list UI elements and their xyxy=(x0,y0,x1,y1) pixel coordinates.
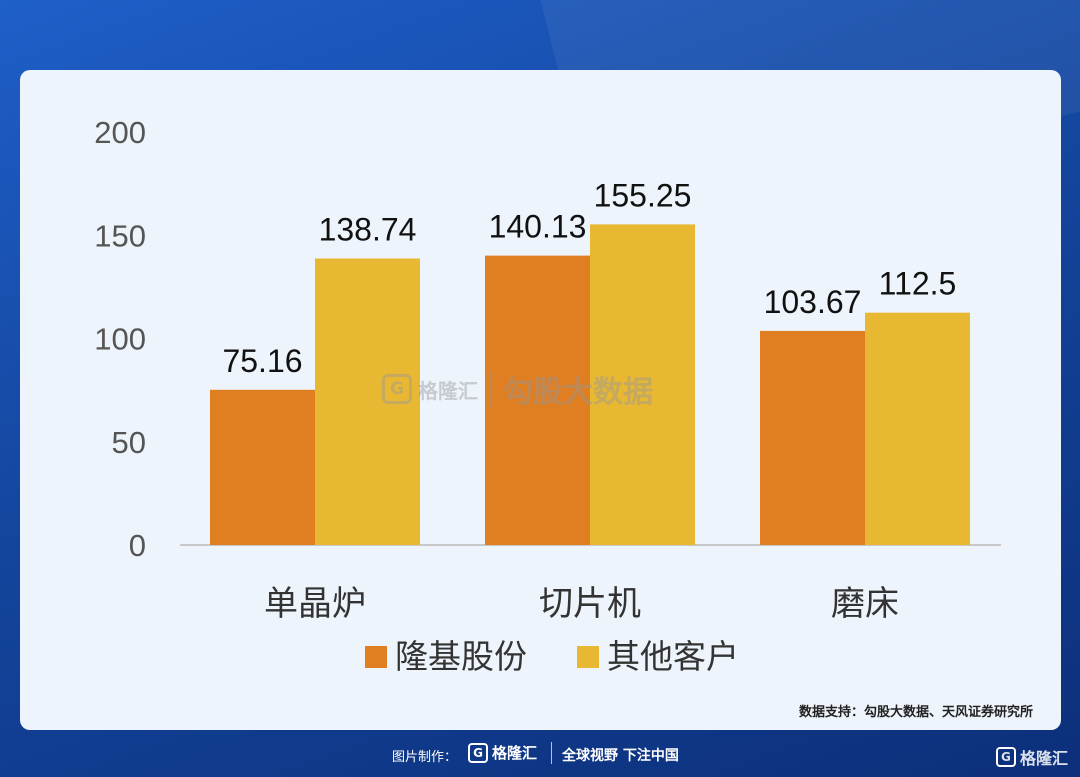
gelonghui-logo-icon: G xyxy=(468,742,488,763)
data-label: 75.16 xyxy=(222,343,302,379)
source-note: 数据支持：勾股大数据、天风证券研究所 xyxy=(798,705,1033,720)
bar-others-2 xyxy=(865,312,970,545)
y-tick-label: 0 xyxy=(129,528,146,563)
bar-longi-0 xyxy=(210,389,315,545)
bar-chart: 0 50 100 150 200 75.16 140.13 103.67 138.74 155.2… xyxy=(94,115,1001,676)
data-label: 155.25 xyxy=(594,177,692,213)
footer-logo[interactable]: G 格隆汇 xyxy=(468,742,537,763)
x-category-label: 切片机 xyxy=(539,584,641,624)
y-tick-label: 150 xyxy=(94,218,146,253)
corner-logo-text: 格隆汇 xyxy=(1019,749,1068,768)
bar-longi-1 xyxy=(485,255,590,546)
data-label: 140.13 xyxy=(489,209,587,245)
bar-others-1 xyxy=(590,224,695,545)
legend-swatch-1 xyxy=(577,646,599,668)
data-label: 138.74 xyxy=(319,212,417,248)
footer-divider xyxy=(551,742,552,764)
legend-label: 其他客户 xyxy=(607,637,739,676)
footer-logo-text: 格隆汇 xyxy=(492,744,538,762)
y-tick-label: 200 xyxy=(94,115,146,150)
data-label: 103.67 xyxy=(764,284,862,320)
x-category-label: 磨床 xyxy=(831,584,899,624)
legend-swatch-0 xyxy=(365,646,387,668)
footer-slogan: 全球视野 下注中国 xyxy=(562,748,679,764)
corner-logo-icon: G xyxy=(995,747,1016,767)
bar-others-0 xyxy=(315,258,420,545)
bar-longi-2 xyxy=(760,330,865,545)
x-category-label: 单晶炉 xyxy=(264,584,366,624)
chart-card: 0 50 100 150 200 75.16 140.13 103.67 138.74 155.2… xyxy=(20,70,1061,730)
corner-logo[interactable]: G 格隆汇 xyxy=(995,745,1068,769)
data-label: 112.5 xyxy=(879,266,957,302)
legend-label: 隆基股份 xyxy=(395,637,527,676)
y-tick-label: 100 xyxy=(94,322,146,357)
footer-credit: 图片制作： xyxy=(392,750,458,765)
footer: 图片制作： G 格隆汇 全球视野 下注中国 xyxy=(0,730,1080,777)
y-tick-label: 50 xyxy=(112,425,146,460)
